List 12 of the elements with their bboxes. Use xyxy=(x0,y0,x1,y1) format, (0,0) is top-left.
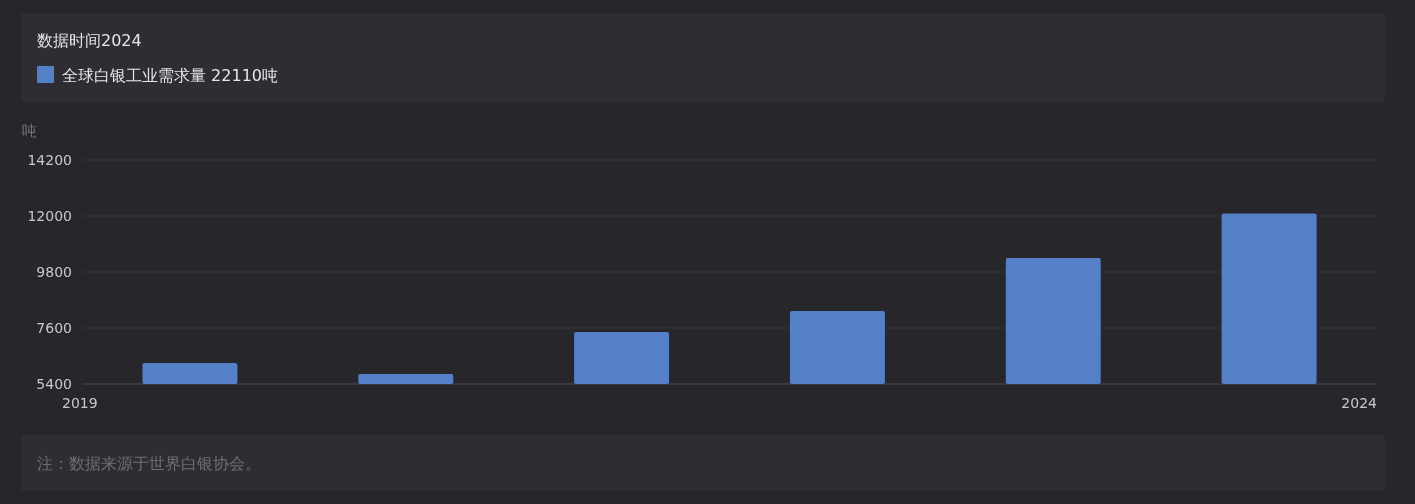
chart-title: 数据时间2024 xyxy=(37,31,142,50)
y-tick-label: 12000 xyxy=(27,208,72,224)
y-tick-label: 9800 xyxy=(36,264,72,280)
legend-label: 全球白银工业需求量 xyxy=(62,66,206,85)
y-tick-label: 14200 xyxy=(27,152,72,168)
text: 22110吨 xyxy=(206,66,278,85)
y-tick-label: 7600 xyxy=(36,320,72,336)
x-tick-label: 2024 xyxy=(1341,395,1378,411)
x-tick-label: 2019 xyxy=(62,395,98,411)
y-axis-title: 吨 xyxy=(22,122,37,140)
text: 注：数据来源于世界白银协会。 xyxy=(37,454,261,473)
y-tick-label: 5400 xyxy=(36,376,72,392)
